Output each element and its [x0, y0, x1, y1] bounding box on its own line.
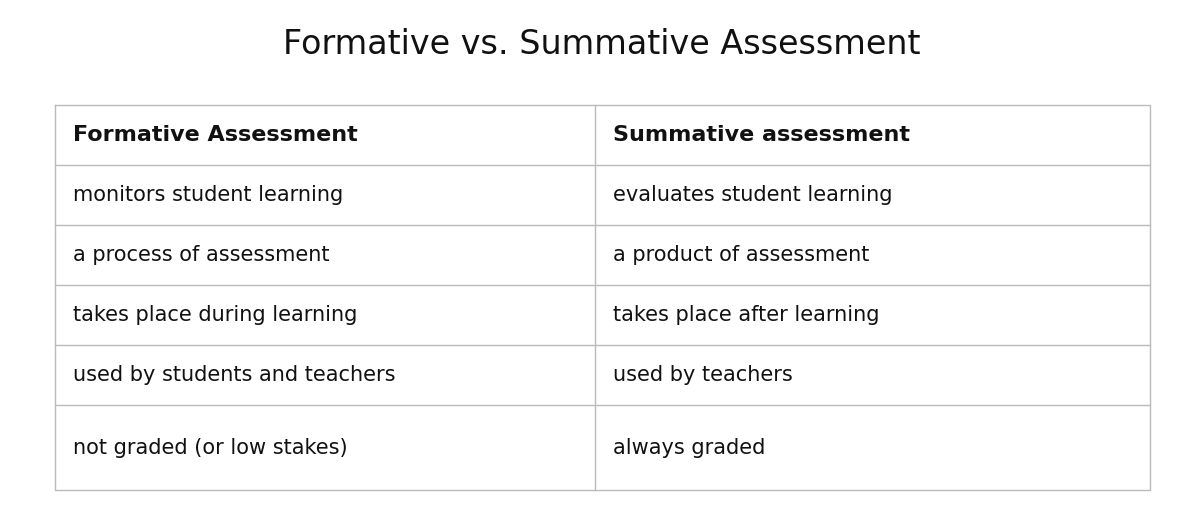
Text: takes place after learning: takes place after learning: [613, 305, 879, 325]
Text: always graded: always graded: [613, 437, 766, 458]
Text: evaluates student learning: evaluates student learning: [613, 185, 892, 205]
Text: a product of assessment: a product of assessment: [613, 245, 869, 265]
Text: Summative assessment: Summative assessment: [613, 125, 910, 145]
Text: takes place during learning: takes place during learning: [73, 305, 358, 325]
Text: used by teachers: used by teachers: [613, 365, 792, 385]
Text: Formative Assessment: Formative Assessment: [73, 125, 358, 145]
Text: Formative vs. Summative Assessment: Formative vs. Summative Assessment: [283, 28, 921, 61]
Text: a process of assessment: a process of assessment: [73, 245, 330, 265]
Text: monitors student learning: monitors student learning: [73, 185, 343, 205]
Text: not graded (or low stakes): not graded (or low stakes): [73, 437, 348, 458]
Text: used by students and teachers: used by students and teachers: [73, 365, 395, 385]
